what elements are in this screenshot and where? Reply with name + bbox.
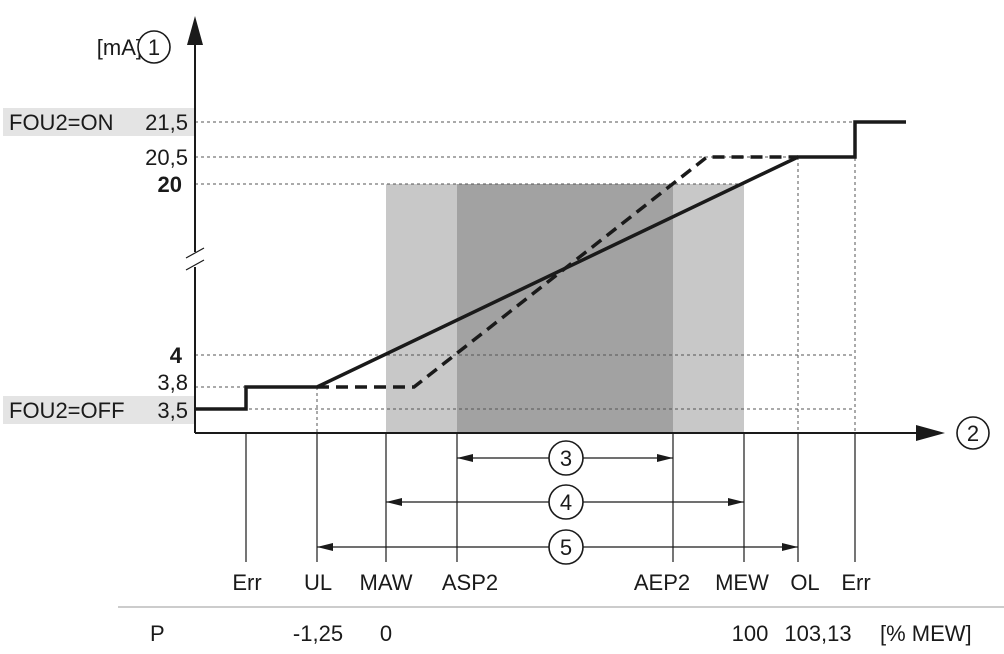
p-value-ul: -1,25 [293, 621, 343, 646]
p-value-mew: 100 [732, 621, 769, 646]
y-axis-unit: [mA] [97, 35, 142, 60]
y-axis-break-icon [185, 247, 205, 271]
y-label-20: 20 [158, 172, 182, 197]
y-axis-arrow [187, 16, 203, 45]
y-axis-marker-circle [137, 30, 171, 64]
x-label-aep2: AEP2 [634, 570, 690, 595]
solid-characteristic-curve [195, 120, 906, 411]
x-axis-marker-circle [956, 416, 990, 450]
x-label-err-left: Err [232, 570, 261, 595]
fou2-on-label-background [3, 108, 195, 136]
p-value-ol: 103,13 [784, 621, 851, 646]
y-axis-marker: 1 [148, 35, 160, 60]
x-label-ul: UL [304, 570, 332, 595]
x-label-maw: MAW [360, 570, 413, 595]
fou2-off-label: FOU2=OFF [9, 398, 125, 423]
y-label-3-8: 3,8 [157, 370, 188, 395]
range-3-marker: 3 [560, 446, 572, 471]
x-label-err-right: Err [841, 570, 870, 595]
x-label-asp2: ASP2 [442, 570, 498, 595]
p-value-maw: 0 [380, 621, 392, 646]
p-row-label: P [150, 621, 165, 646]
y-label-3-5: 3,5 [157, 398, 188, 423]
range-4-marker: 4 [560, 490, 572, 515]
y-label-4: 4 [170, 343, 183, 368]
x-axis-marker: 2 [967, 421, 979, 446]
scaled-range-shade [457, 184, 673, 433]
x-axis-arrow [916, 425, 945, 441]
y-label-20-5: 20,5 [145, 145, 188, 170]
range-4-marker-circle [548, 484, 584, 520]
x-label-ol: OL [790, 570, 819, 595]
fou2-off-label-background [3, 396, 195, 424]
dashed-characteristic-curve [317, 155, 798, 389]
y-label-21-5: 21,5 [145, 110, 188, 135]
range-5-marker: 5 [560, 535, 572, 560]
range-5-marker-circle [548, 529, 584, 565]
range-3-marker-circle [548, 440, 584, 476]
p-row-unit: [% MEW] [880, 621, 972, 646]
x-label-mew: MEW [715, 570, 769, 595]
fou2-on-label: FOU2=ON [9, 110, 114, 135]
